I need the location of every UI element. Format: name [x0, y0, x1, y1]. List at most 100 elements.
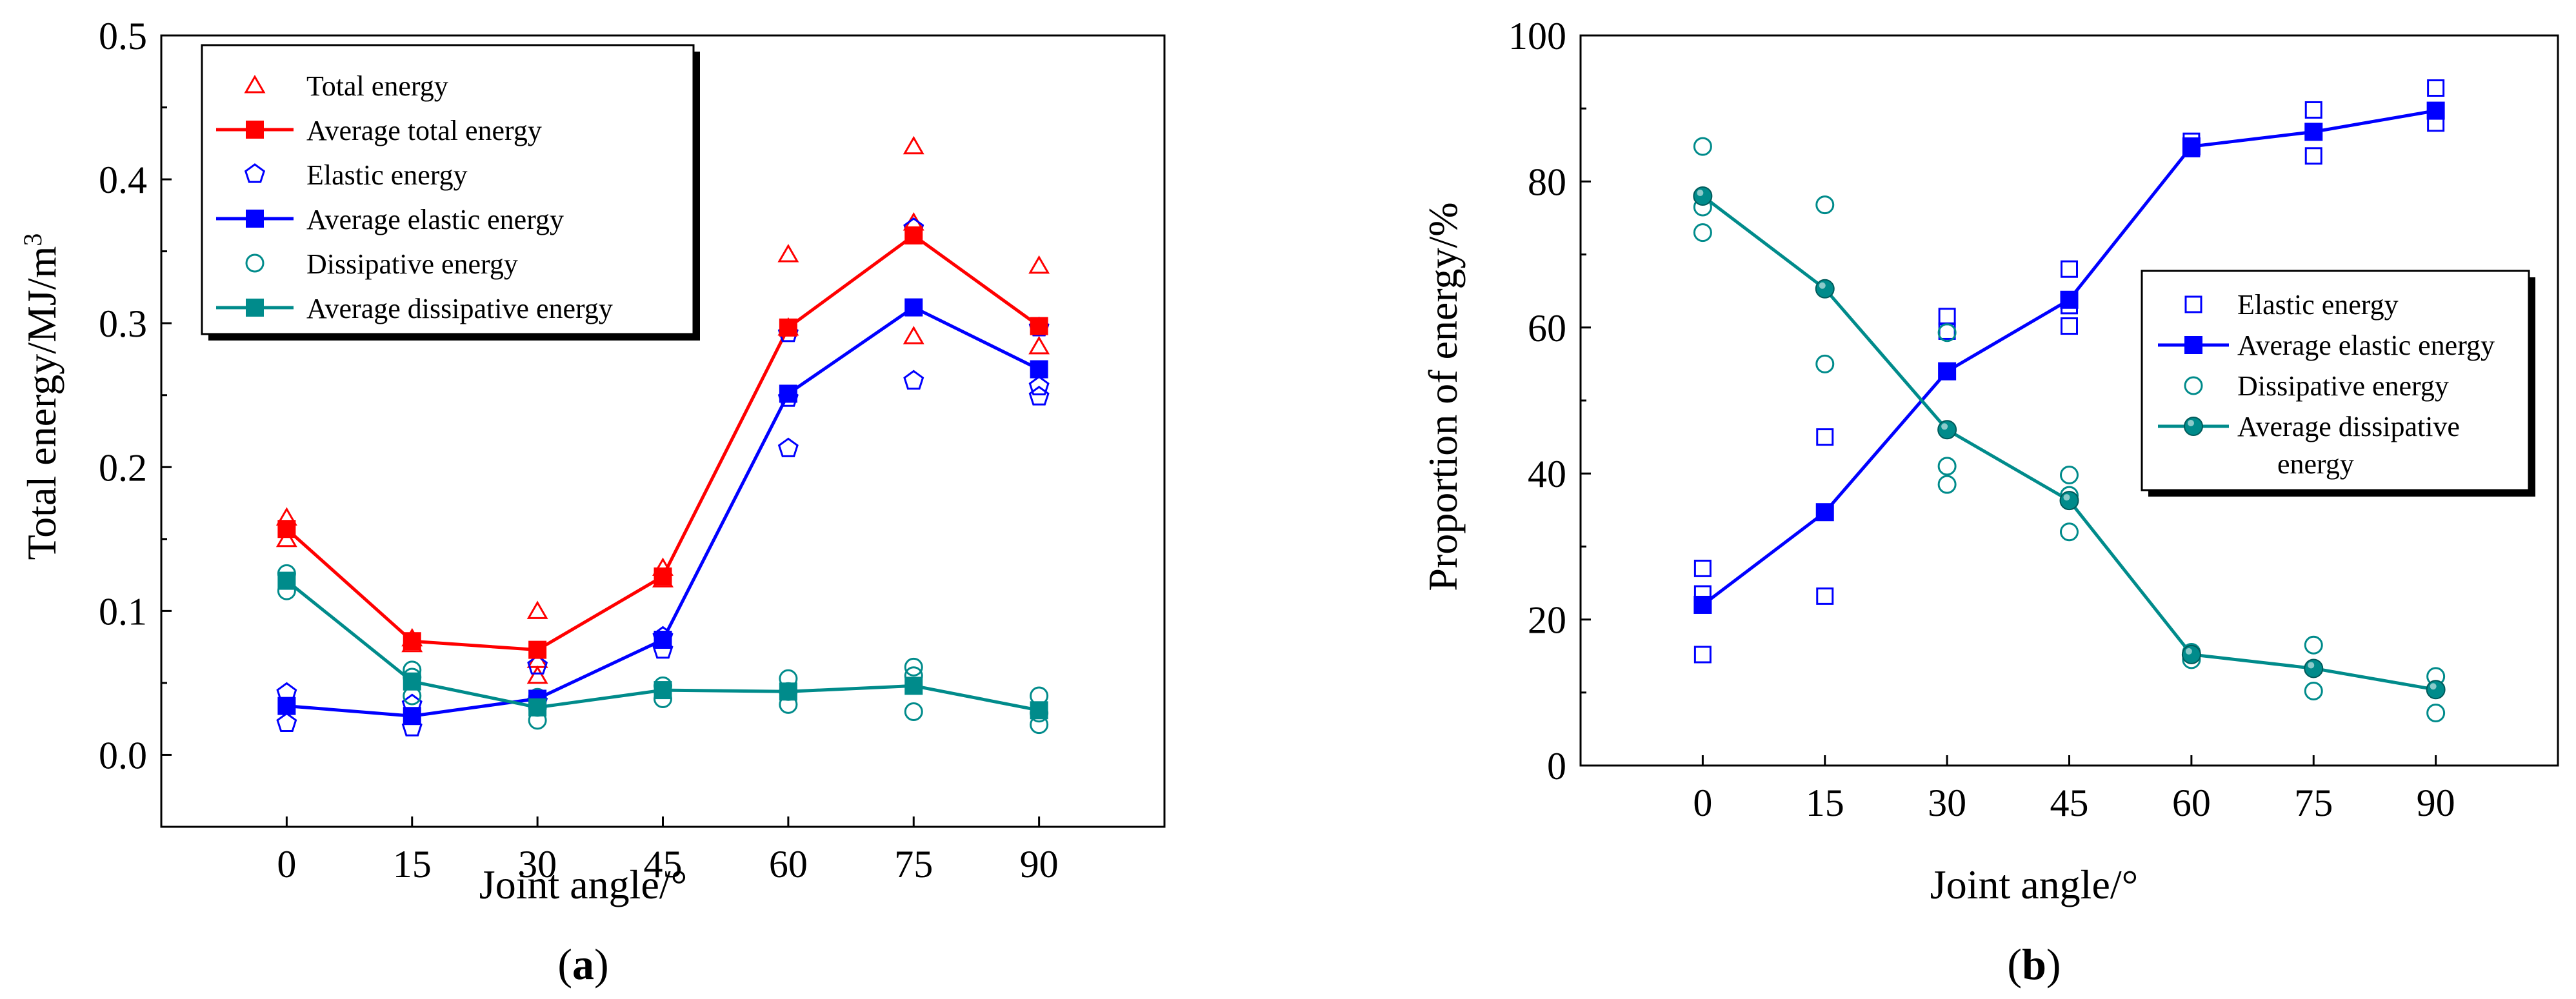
chart-b-x-tick-label-5: 75: [2294, 782, 2333, 824]
chart-b-legend-marker-0: [2184, 295, 2202, 313]
chart-b-average-dissipative-energy-marker-2-disc: [1937, 420, 1957, 440]
legend-entry-b-dissipative-energy: Dissipative energy: [2237, 370, 2449, 402]
chart-a-x-axis-label: Joint angle/°: [479, 862, 687, 907]
chart-a-average-dissipative-energy-marker-1: [403, 672, 421, 691]
chart-b-y-tick-label-3: 60: [1528, 307, 1566, 350]
chart-a-total-energy-point-13: [903, 326, 924, 344]
legend-entry-elastic-energy: Elastic energy: [306, 159, 468, 191]
chart-a-total-energy-point-15: [1028, 335, 1050, 355]
chart-a-average-dissipative-energy-marker-3: [654, 681, 672, 700]
chart-a-average-total-energy-marker-3: [654, 567, 672, 586]
chart-b-x-tick-label-1: 15: [1806, 782, 1844, 824]
chart-a-y-tick-label-2: 0.2: [99, 446, 147, 489]
chart-a-legend-marker-2: [244, 163, 266, 183]
chart-b-x-tick-label-3: 45: [2050, 782, 2089, 824]
chart-a-legend-marker-4: [245, 253, 265, 273]
chart-a-total-energy-point-6: [526, 665, 548, 684]
chart-a-y-tick-label-3: 0.3: [99, 302, 147, 345]
chart-b-average-dissipative-energy-marker-1: [1815, 279, 1835, 299]
chart-a-average-total-energy-marker-6: [1030, 317, 1048, 335]
chart-b-y-axis-label: Proportion of energy/%: [1420, 202, 1466, 591]
chart-a-average-elastic-energy-marker-4: [779, 384, 797, 403]
chart-a-legend-box: [201, 44, 695, 335]
chart-b-average-dissipative-energy-marker-5-disc: [2304, 658, 2324, 678]
chart-b-average-dissipative-energy-marker-5: [2304, 658, 2324, 678]
chart-a-y-tick-label-5: 0.5: [99, 15, 147, 57]
chart-b-x-tick-label-6: 90: [2417, 782, 2455, 824]
chart-b-average-dissipative-energy-marker-1-disc: [1815, 279, 1835, 299]
chart-a-average-elastic-energy-marker-0: [277, 697, 296, 715]
chart-b-y-tick-label-1: 20: [1528, 599, 1566, 642]
chart-a-x-tick-label-6: 90: [1020, 843, 1059, 885]
chart-a-ticks: 0 15 30 45 60 75 90 0.0 0.1 0.2 0.3 0.4 0.5: [99, 15, 1059, 885]
legend-entry-b-average-dissipative-energy: Average dissipative energy: [2237, 411, 2460, 480]
chart-b-dissipative-energy-point-16: [2426, 703, 2446, 722]
chart-a-average-dissipative-energy-marker-4: [779, 682, 797, 701]
chart-b-legend-marker-3-highlight: [2188, 420, 2194, 426]
chart-a-x-tick-label-4: 60: [769, 843, 808, 885]
chart-a-x-tick-label-0: 0: [277, 843, 296, 885]
chart-b-elastic-energy-point-7: [2061, 260, 2078, 278]
chart-b-dissipative-energy-point-2: [1693, 223, 1712, 242]
chart-b-dissipative-energy-point-14: [2304, 682, 2323, 701]
chart-a-average-elastic-energy-marker-1: [403, 707, 421, 726]
chart-b-average-dissipative-energy-marker-3: [2059, 491, 2079, 511]
chart-a-legend-symbols: [216, 75, 294, 317]
chart-a-average-total-energy-marker-4: [779, 318, 797, 337]
chart-b-average-dissipative-energy-marker-0-highlight: [1697, 190, 1704, 197]
chart-a-x-tick-label-1: 15: [393, 843, 432, 885]
chart-b-dissipative-energy-point-7: [1937, 475, 1957, 494]
chart-b-average-elastic-energy-marker-2: [1938, 362, 1957, 381]
legend-label-line-0: Average dissipative: [2237, 411, 2460, 442]
chart-b-average-dissipative-energy-marker-0: [1693, 186, 1713, 206]
legend-entry-b-elastic-energy: Elastic energy: [2237, 289, 2399, 321]
chart-a-elastic-energy-point-10: [777, 437, 799, 457]
chart-b-average-elastic-energy-marker-1: [1815, 503, 1834, 522]
chart-a-total-energy-point-11: [903, 135, 924, 155]
chart-b-x-tick-label-2: 30: [1928, 782, 1966, 824]
chart-a-elastic-energy-point-15: [1028, 386, 1050, 406]
chart-b-elastic-energy-point-3: [1816, 428, 1834, 446]
chart-b-average-dissipative-energy-marker-2-highlight: [1941, 423, 1948, 430]
chart-b-dissipative-energy-point-6: [1937, 457, 1957, 476]
chart-b-legend-marker-1: [2184, 336, 2202, 354]
chart-b-dissipative-energy-point-0: [1693, 137, 1712, 156]
chart-b-average-elastic-energy-marker-6: [2426, 101, 2445, 120]
chart-a-average-dissipative-energy-marker-6: [1030, 701, 1048, 720]
chart-a: 0 15 30 45 60 75 90 0.0 0.1 0.2 0.3 0.4 0.5 Joint an…: [18, 15, 1166, 989]
chart-a-x-tick-label-3: 45: [644, 843, 683, 885]
chart-b-x-tick-label-4: 60: [2172, 782, 2211, 824]
chart-b-average-dissipative-energy-marker-4-disc: [2181, 644, 2201, 664]
chart-b-elastic-energy-point-2: [1693, 646, 1712, 664]
chart-b-dissipative-energy-point-13: [2304, 635, 2323, 655]
chart-b-panel-label: (b): [2007, 940, 2061, 989]
chart-a-x-tick-label-2: 30: [518, 843, 557, 885]
chart-b-elastic-energy-point-0: [1693, 559, 1712, 577]
chart-b-average-elastic-energy-marker-3: [2060, 290, 2079, 309]
chart-b-average-dissipative-energy-marker-4-highlight: [2185, 648, 2192, 655]
chart-a-legend: Total energy Average total energy Elasti…: [201, 44, 700, 341]
chart-a-legend-marker-5: [246, 299, 264, 317]
chart-a-markers: [275, 135, 1050, 737]
chart-a-average-elastic-energy-marker-3: [654, 630, 672, 649]
chart-b-dissipative-energy-point-10: [2060, 522, 2079, 542]
chart-a-average-dissipative-energy-marker-2: [528, 698, 547, 717]
chart-b-average-dissipative-energy-marker-2: [1937, 420, 1957, 440]
chart-b-legend-marker-2: [2184, 376, 2203, 395]
chart-b-x-axis-label: Joint angle/°: [1930, 862, 2138, 907]
legend-entry-average-dissipative-energy: Average dissipative energy: [306, 293, 613, 324]
chart-b-average-elastic-energy-marker-0: [1693, 595, 1712, 614]
chart-a-total-energy-point-1: [275, 528, 297, 548]
chart-a-dissipative-energy-point-15: [904, 702, 923, 722]
chart-b-average-dissipative-energy-marker-0-disc: [1693, 186, 1713, 206]
legend-entry-b-average-elastic-energy: Average elastic energy: [2237, 330, 2495, 361]
chart-a-elastic-energy-point-14: [1028, 375, 1050, 395]
chart-b-average-dissipative-energy-marker-3-highlight: [2063, 494, 2070, 501]
chart-b-legend-marker-3-disc: [2184, 417, 2203, 436]
chart-a-average-total-energy-marker-2: [528, 640, 547, 659]
chart-a-total-energy-point-9: [777, 244, 799, 262]
chart-b-dissipative-energy-point-5: [1937, 323, 1957, 342]
chart-a-legend-marker-3: [246, 210, 264, 228]
